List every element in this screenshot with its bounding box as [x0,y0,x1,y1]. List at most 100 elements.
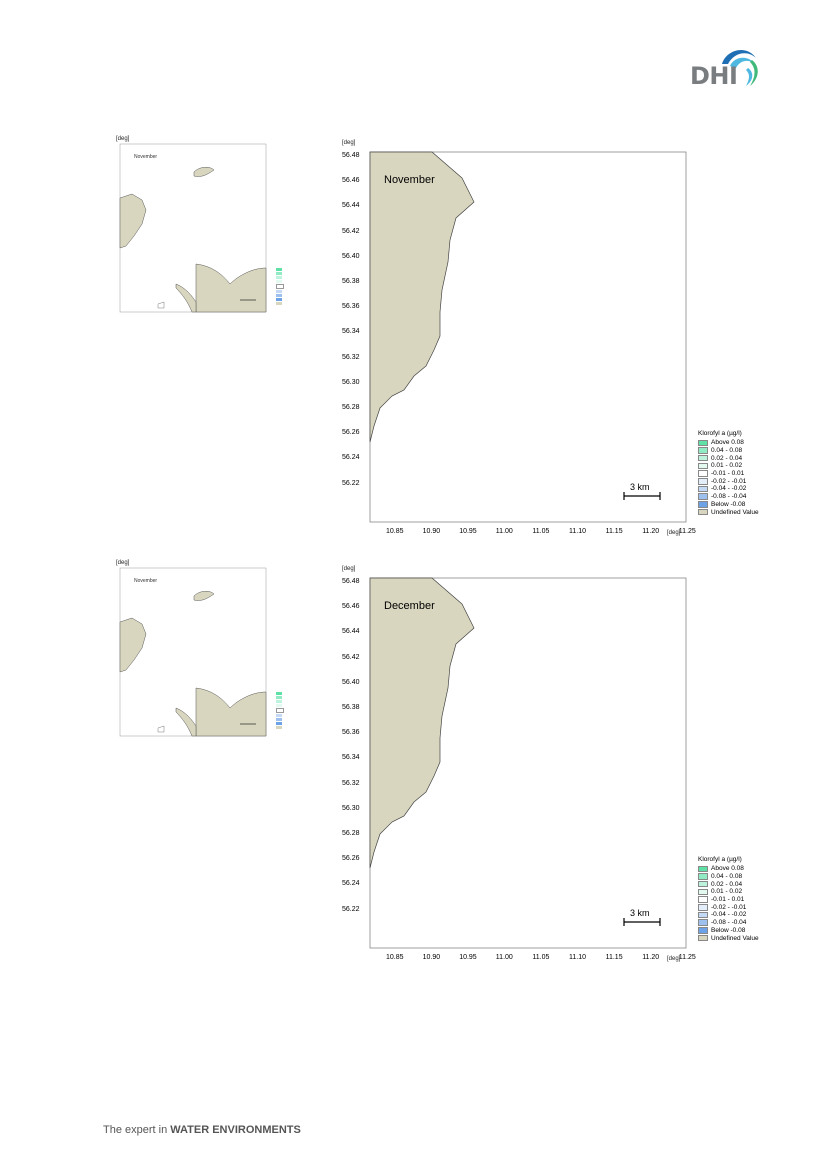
y-tick-label: 56.46 [342,603,360,611]
y-tick-label: 56.28 [342,830,360,837]
x-tick-label: 10.95 [459,954,477,961]
legend-swatch [698,454,708,462]
legend-item: Below -0.08 [698,501,778,509]
overview-legend [276,692,306,729]
legend-item: -0.08 - -0.04 [698,493,778,501]
legend-swatch [698,470,708,477]
overview-month-label: November [134,154,158,160]
overview-map-2: [deg] November [112,560,284,770]
legend-swatch [698,439,708,447]
x-tick-label: 11.25 [678,954,696,961]
legend-label: 0.02 - 0.04 [711,880,743,888]
y-tick-label: 56.48 [342,578,360,585]
legend-item: Undefined Value [698,934,778,942]
legend-swatch [698,447,708,454]
y-tick-label: 56.32 [342,353,360,361]
legend-swatch [698,508,708,516]
legend-title: Klorofyl a (µg/l) [698,856,742,863]
y-tick-label: 56.42 [342,653,360,661]
y-tick-label: 56.48 [342,152,360,159]
x-tick-label: 11.25 [678,528,696,535]
legend-label: 0.02 - 0.04 [711,454,743,462]
legend-swatch [698,478,708,485]
x-tick-label: 11.10 [569,528,586,535]
legend-item: Below -0.08 [698,927,778,935]
legend-item: 0.02 - 0.04 [698,880,778,888]
tagline-prefix: The expert in [103,1124,171,1136]
legend-item: -0.02 - -0.01 [698,477,778,485]
legend-item: 0.04 - 0.08 [698,447,778,455]
map-month-label: December [384,600,435,612]
legend-swatch [698,873,708,880]
x-tick-label: 11.00 [495,954,513,961]
legend-swatch [698,493,708,500]
legend-swatch [698,485,708,493]
overview-month-label: November [134,578,158,584]
legend-label: -0.04 - -0.02 [711,911,747,919]
legend-label: Undefined Value [711,934,759,942]
x-tick-label: 10.85 [386,528,404,535]
legend-label: -0.08 - -0.04 [711,919,747,927]
y-tick-label: 56.32 [342,779,360,787]
map-frame-2 [369,577,687,949]
y-tick-label: 56.40 [342,252,360,260]
legend-label: -0.02 - -0.01 [711,903,747,911]
x-tick-label: 11.10 [569,954,586,961]
y-tick-label: 56.36 [342,729,360,737]
y-tick-label: 56.40 [342,678,360,686]
legend-label: Below -0.08 [711,926,746,934]
y-tick-label: 56.22 [342,905,360,913]
legend-label: 0.04 - 0.08 [711,873,743,881]
legend-label: Above 0.08 [711,865,744,873]
legend-label: -0.08 - -0.04 [711,493,747,501]
y-tick-label: 56.34 [342,754,360,762]
x-tick-label: 10.85 [386,954,404,961]
x-tick-label: 11.15 [605,954,623,961]
y-tick-label: 56.26 [342,429,360,437]
x-axis-unit: [deg] [667,530,681,536]
legend-item: -0.01 - 0.01 [698,896,778,904]
legend-item: Above 0.08 [698,865,778,873]
scale-bar-label: 3 km [630,482,650,492]
y-axis-unit: [deg] [342,566,356,572]
legend-item: -0.04 - -0.02 [698,485,778,493]
x-tick-label: 11.00 [495,528,513,535]
legend-title: Klorofyl a (µg/l) [698,430,742,437]
legend-label: 0.01 - 0.02 [711,462,743,470]
x-tick-label: 10.90 [422,528,441,535]
legend-item: -0.04 - -0.02 [698,911,778,919]
dhi-logo: DHI [688,42,768,98]
legend-swatch [698,880,708,888]
y-tick-label: 56.38 [342,704,360,711]
y-tick-label: 56.30 [342,804,360,812]
legend-item: Undefined Value [698,508,778,516]
y-tick-label: 56.42 [342,227,360,235]
legend-label: Undefined Value [711,508,759,516]
legend-swatch [698,919,708,926]
y-tick-label: 56.28 [342,404,360,411]
y-tick-label: 56.36 [342,303,360,311]
legend-label: -0.01 - 0.01 [711,470,745,478]
logo-text: DHI [690,62,738,90]
legend-item: -0.08 - -0.04 [698,919,778,927]
legend-swatch [698,904,708,911]
legend-item: -0.02 - -0.01 [698,903,778,911]
legend-label: 0.04 - 0.08 [711,447,743,455]
y-tick-label: 56.24 [342,880,360,888]
legend-swatch [698,865,708,873]
tagline-bold: WATER ENVIRONMENTS [170,1124,301,1136]
y-tick-label: 56.30 [342,378,360,386]
footer-tagline: The expert in WATER ENVIRONMENTS [103,1124,301,1136]
x-tick-label: 11.20 [642,528,660,535]
x-tick-label: 11.05 [532,954,550,961]
legend-2: Klorofyl a (µg/l) Above 0.08 0.04 - 0.08 0.… [698,856,778,942]
legend-swatch [698,934,708,942]
y-tick-label: 56.46 [342,177,360,185]
legend-item: Above 0.08 [698,439,778,447]
legend-label: -0.01 - 0.01 [711,896,745,904]
dhi-wave-icon [722,50,758,86]
overview-legend [276,268,306,305]
main-map-1: [deg] 56.48 56.46 56.44 56.42 56.40 56.38 56.3… [330,140,770,545]
legend-item: 0.01 - 0.02 [698,888,778,896]
x-tick-label: 11.05 [532,528,550,535]
